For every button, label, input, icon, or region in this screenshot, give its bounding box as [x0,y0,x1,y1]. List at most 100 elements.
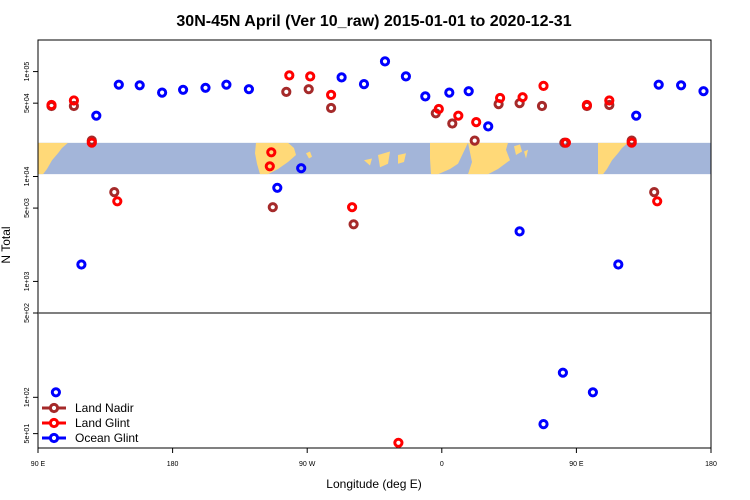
land-glint-point [652,196,663,207]
land-glint-point [112,196,123,207]
y-axis-upper: 5e+02 1e+03 5e+03 1e+04 5e+04 1e+05 [24,62,38,323]
land-glint-point [68,95,80,106]
land-shape [468,142,510,175]
land-shape [398,153,406,164]
land-glint-point [517,92,528,103]
ocean-glint-point [444,87,455,98]
y-tick-label: 5e+01 [24,424,31,444]
land-shape [598,142,628,175]
ocean-glint-point [463,86,474,97]
land-glint-point [471,117,482,128]
ocean-glint-point [200,82,211,93]
land-nadir-point [68,100,80,112]
legend-marker-land-nadir [48,402,60,414]
ocean-glint-point [336,72,347,83]
land-nadir-point [447,118,458,129]
ocean-glint-point [400,71,411,82]
land-shape [514,144,522,155]
ocean-glint-point [91,110,102,121]
land-glint-point [453,110,464,121]
x-tick-label: 90 W [299,461,316,468]
y-tick-label: 1e+04 [24,167,31,187]
land-glint-point [46,99,57,111]
ocean-glint-point [587,387,599,398]
ocean-glint-point [631,110,642,121]
land-glint-point [305,71,316,82]
land-glint-point [86,137,97,148]
y-tick-label: 5e+02 [24,303,31,323]
land-nadir-point [536,100,548,112]
legend-label-land-glint: Land Glint [75,416,130,430]
ocean-glint-point [653,79,664,90]
chart-title: 30N-45N April (Ver 10_raw) 2015-01-01 to… [176,13,571,30]
y-tick-label: 5e+04 [24,93,31,113]
ocean-glint-point [272,182,283,193]
x-tick-label: 180 [705,461,717,468]
land-shape [430,142,468,175]
land-glint-point [560,137,572,148]
legend-marker-ocean-glint [48,432,60,444]
ocean-glint-point [557,367,569,378]
ocean-glint-point [113,79,124,90]
y-tick-label: 1e+03 [24,271,31,291]
land-shape [378,151,390,168]
land-nadir-point [348,219,359,230]
land-glint-point [347,202,358,213]
land-nadir-point [326,102,337,114]
ocean-glint-point [76,259,87,270]
land-glint-point [495,92,506,104]
ocean-glint-point [538,419,549,430]
data-points [46,56,709,448]
y-tick-label: 5e+03 [24,198,31,218]
land-shape [524,149,528,159]
land-shape [306,151,312,159]
x-tick-label: 90 E [569,461,584,468]
land-nadir-point [604,99,615,111]
y-tick-label: 1e+05 [24,62,31,82]
x-tick-label: 0 [440,461,444,468]
land-nadir-point [303,84,314,95]
ocean-glint-point [379,56,391,67]
ocean-glint-point [157,87,168,98]
land-glint-point [284,70,295,81]
y-axis-label: N Total [0,226,13,263]
ocean-glint-point [243,84,254,95]
ocean-glint-point [221,79,232,90]
land-glint-point [626,137,637,148]
ocean-glint-point [50,387,62,398]
legend-label-land-nadir: Land Nadir [75,401,134,415]
y-tick-label: 1e+02 [24,387,31,407]
land-glint-point [604,95,615,106]
land-glint-point [393,437,404,448]
land-glint-point [326,89,337,101]
ocean-glint-point [134,80,145,91]
x-axis: 90 E 180 90 W 0 90 E 180 [31,448,717,468]
legend-marker-land-glint [48,417,60,429]
x-axis-label: Longitude (deg E) [326,477,421,491]
land-nadir-point [281,86,292,98]
ocean-glint-point [698,86,709,97]
land-nadir-point [649,187,660,198]
ocean-glint-point [514,226,525,237]
ocean-glint-point [296,163,307,174]
land-glint-point [433,103,444,115]
land-shape [38,149,46,161]
land-glint-point [538,80,549,92]
ocean-glint-point [178,84,189,95]
ocean-glint-point [420,91,431,102]
world-map-strip [38,142,711,175]
x-tick-label: 180 [167,461,179,468]
land-glint-point [266,147,277,158]
land-nadir-point [267,202,278,213]
land-shape [364,158,372,166]
legend-label-ocean-glint: Ocean Glint [75,431,139,445]
land-nadir-point [469,135,480,146]
land-glint-point [581,99,593,111]
x-tick-label: 90 E [31,461,46,468]
ocean-glint-point [358,79,370,90]
plot-frame [37,39,712,449]
y-axis-lower: 5e+01 1e+02 [24,387,38,443]
land-glint-point [264,161,275,172]
ocean-glint-point [613,259,624,270]
